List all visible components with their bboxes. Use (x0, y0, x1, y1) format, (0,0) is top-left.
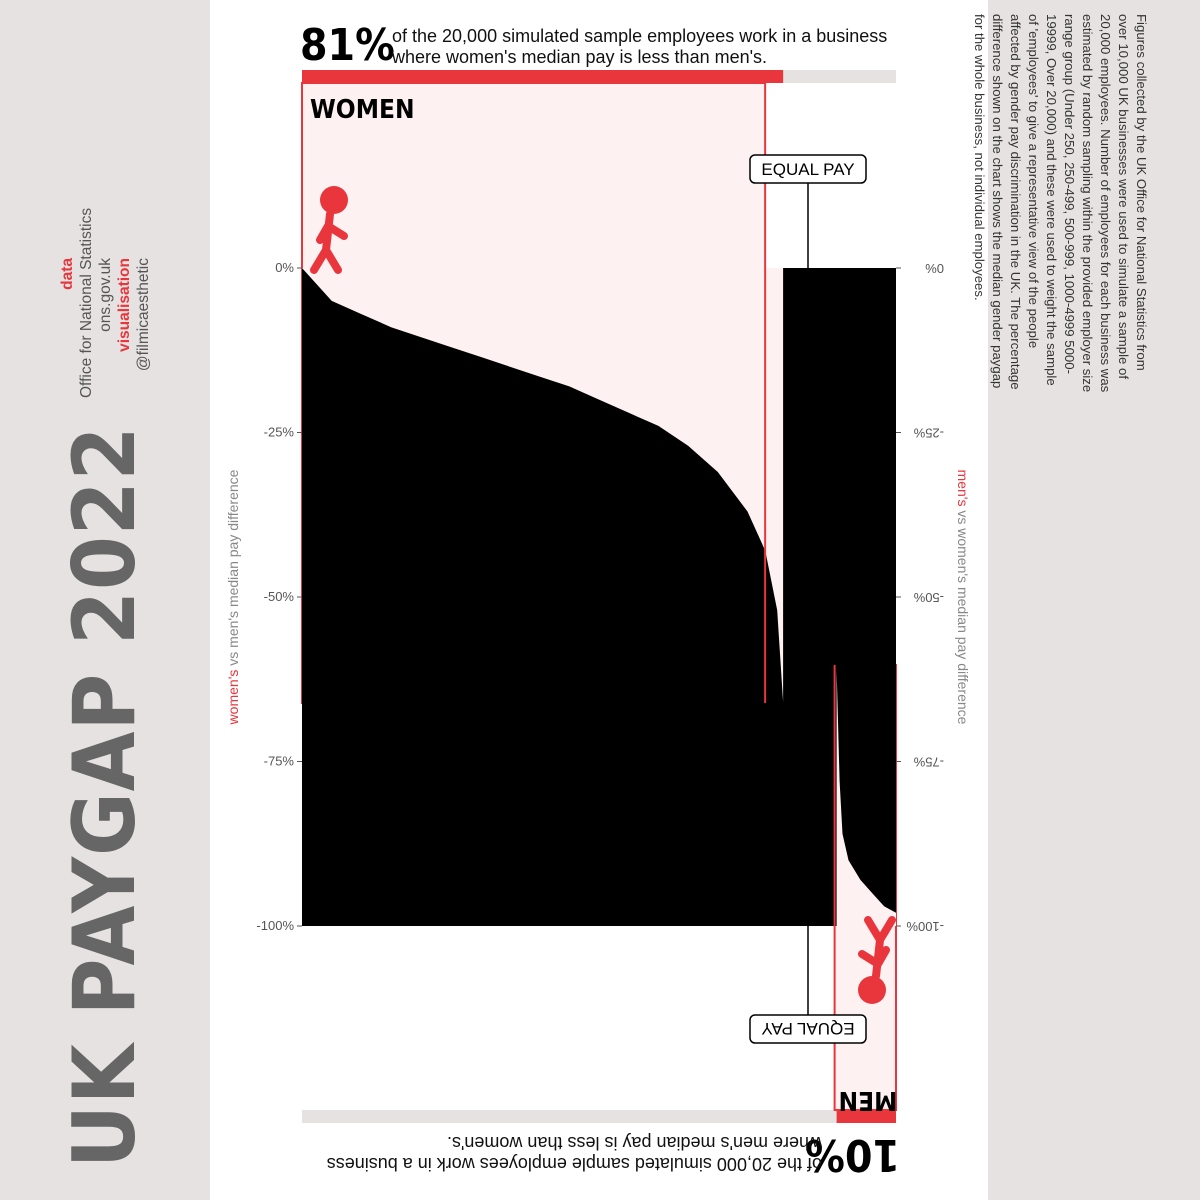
y-left-tick-label: -75% (264, 754, 295, 769)
women-share-bar (302, 70, 784, 83)
women-group-label: WOMEN (310, 95, 415, 125)
men-group-label: MEN (839, 1085, 898, 1115)
men-figure-icon (858, 916, 896, 1004)
left-panel (0, 0, 210, 1200)
equal-pay-box-top (749, 154, 867, 184)
equal-pay-group-bottom: EQUAL PAY (749, 1014, 867, 1044)
y-left-tick-label: 0% (275, 260, 294, 275)
y-left-tick-label: -100% (256, 918, 294, 933)
y-left-axis-title: women's vs men's median pay difference (225, 469, 241, 725)
y-right-axis-title: men's vs women's median pay difference (955, 470, 971, 725)
women-curve (302, 268, 784, 703)
y-right-tick-label: -100% (906, 919, 944, 934)
men-curve (836, 669, 896, 926)
y-right-tick-label: -75% (913, 755, 944, 770)
equal-pay-label-top: EQUAL PAY (761, 160, 854, 179)
y-left-tick-label: -25% (264, 425, 295, 440)
y-right-tick-label: -50% (913, 590, 944, 605)
equal-pay-label-bottom: EQUAL PAY (761, 1019, 854, 1038)
equal-pay-box-bottom (749, 1014, 867, 1044)
y-right-tick-label: 0% (925, 261, 944, 276)
headline-percent: 81% (300, 20, 395, 71)
bottom-track (302, 1110, 896, 1123)
y-right-tick-label: -25% (913, 426, 944, 441)
y-left-tick-label: -50% (264, 589, 295, 604)
right-panel (988, 0, 1200, 1200)
men-share-bar (836, 1110, 896, 1123)
headline-text: of the 20,000 simulated sample employees… (392, 26, 888, 67)
women-figure-icon (310, 186, 348, 274)
headline: 81% of the 20,000 simulated sample emplo… (300, 22, 920, 72)
